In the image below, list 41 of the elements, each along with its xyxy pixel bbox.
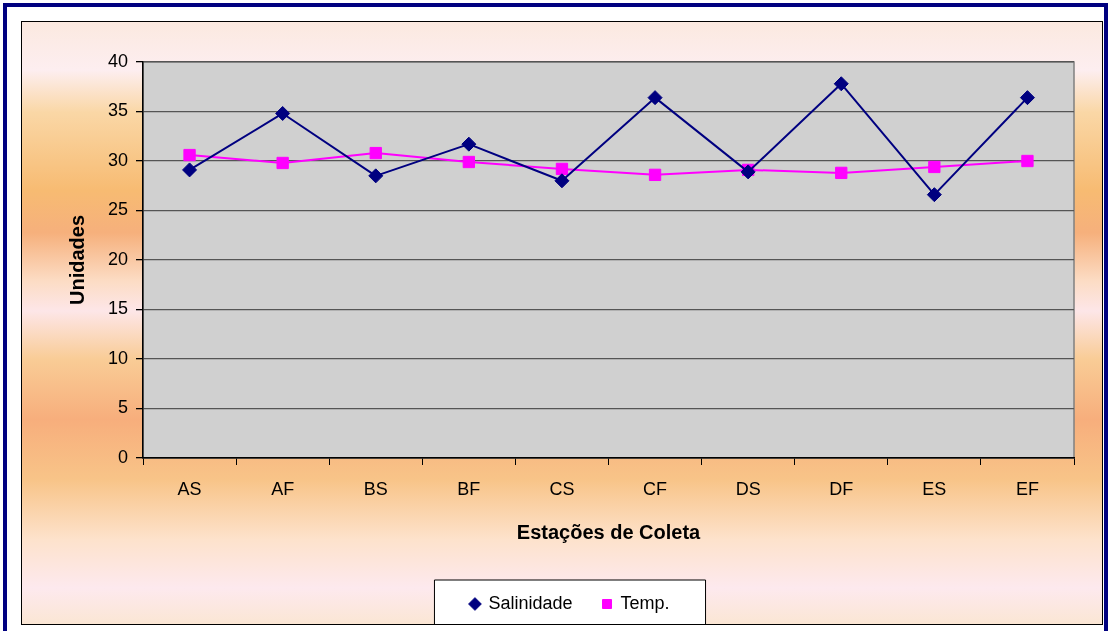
x-tick-label: EF [1015,478,1039,499]
y-axis-title: Unidades [65,214,88,306]
point [554,173,570,189]
y-tick-label: 0 [117,446,128,467]
y-tick-label: 35 [107,100,128,121]
x-tick-label: AF [271,478,295,499]
x-tick-label: BS [363,478,388,499]
point [275,105,291,121]
x-tick-label: AS [177,478,202,499]
point [1021,154,1034,168]
x-tick-label: CF [643,478,668,499]
point [928,160,941,174]
point [461,136,477,152]
y-tick-label: 20 [107,248,128,269]
point [835,166,848,180]
y-tick-label: 15 [107,298,128,319]
x-tick-label: DS [735,478,761,499]
y-tick-label: 5 [117,397,128,418]
point [369,146,382,160]
point [555,162,569,176]
x-tick-label: BF [457,478,481,499]
point [1019,90,1035,106]
point [276,156,289,170]
y-tick-label: 40 [107,50,128,71]
x-tick-label: DF [829,478,854,499]
point [648,168,662,182]
x-tick-label: ES [922,478,947,499]
point [368,168,384,184]
y-tick-label: 10 [107,347,128,368]
y-tick-label: 30 [107,149,128,170]
legend-label: Salinidade [488,592,573,613]
point [647,90,663,106]
point [182,162,198,178]
point [462,155,476,169]
point [183,148,196,162]
x-axis-title: Estações de Coleta [516,520,702,543]
point [926,187,942,203]
legend-label: Temp. [620,592,670,613]
point [833,76,849,92]
x-tick-label: CS [549,478,575,499]
y-tick-label: 25 [107,199,128,220]
